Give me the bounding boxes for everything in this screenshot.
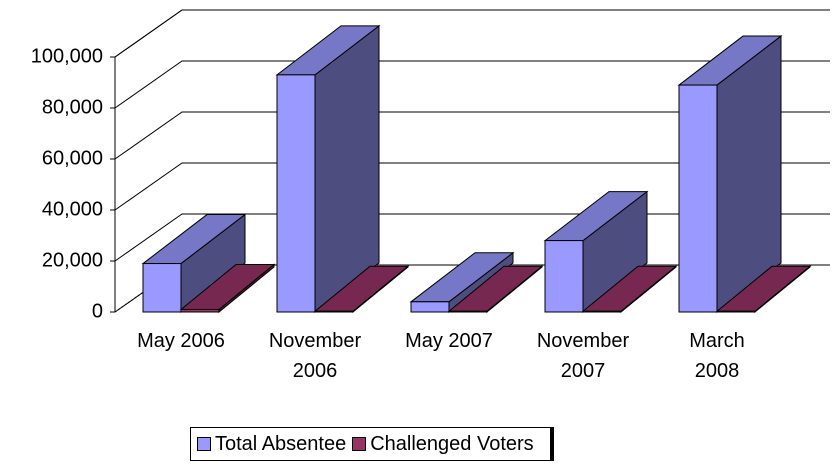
- bar-front: [410, 301, 450, 313]
- bar-front: [142, 263, 182, 313]
- legend-swatch: [352, 437, 367, 451]
- x-tick-label: November 2007: [536, 330, 630, 382]
- y-tick-label: 20,000: [42, 249, 103, 271]
- bar: [275, 24, 381, 314]
- bar-front: [448, 310, 488, 313]
- bar: [447, 265, 544, 314]
- grid-line: [114, 9, 830, 58]
- bar-front: [544, 240, 584, 313]
- legend-item: Challenged Voters: [352, 432, 534, 456]
- bar: [581, 265, 678, 314]
- legend-label: Total Absentee: [215, 432, 347, 455]
- y-tick-label: 80,000: [42, 96, 103, 118]
- grid-line: [114, 162, 830, 211]
- bar: [141, 213, 247, 314]
- x-tick-label: May 2006: [137, 330, 225, 352]
- bar: [715, 265, 812, 314]
- y-tick-label: 40,000: [42, 198, 103, 220]
- bar-front: [314, 310, 354, 313]
- bar-front: [180, 308, 220, 313]
- legend-item: Total Absentee: [197, 433, 346, 456]
- bar-front: [276, 74, 316, 313]
- y-tick-label: 0: [92, 300, 103, 322]
- bar-front: [582, 310, 622, 313]
- bar: [179, 263, 276, 314]
- grid-line: [114, 111, 830, 160]
- bar-front: [716, 310, 756, 313]
- x-tick-label: May 2007: [405, 330, 493, 352]
- legend: Total Absentee Challenged Voters: [190, 427, 554, 461]
- legend-swatch: [197, 437, 211, 451]
- grid-line: [114, 60, 830, 109]
- y-tick-label: 60,000: [42, 147, 103, 169]
- bar: [677, 35, 783, 314]
- bar: [313, 265, 410, 314]
- bar-front: [678, 84, 718, 313]
- y-tick-label: 100,000: [31, 45, 103, 67]
- x-tick-label: March 2008: [689, 330, 745, 382]
- x-tick-label: November 2006: [268, 330, 362, 382]
- legend-label: Challenged Voters: [370, 432, 534, 455]
